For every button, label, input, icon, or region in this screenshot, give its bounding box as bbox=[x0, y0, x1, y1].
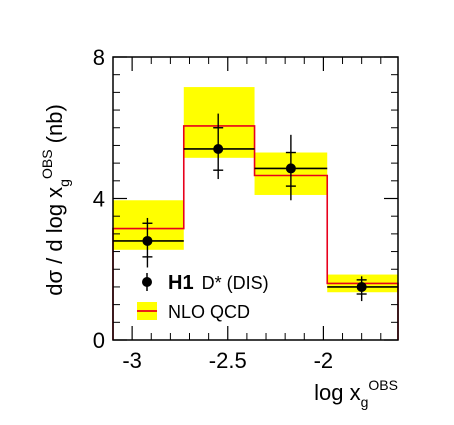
nlo-band-group bbox=[113, 87, 398, 293]
legend: H1 D* (DIS) NLO QCD bbox=[137, 272, 269, 322]
y-axis-label: dσ / d log xgOBS (nb) bbox=[39, 104, 72, 296]
x-axis-label: log xgOBS bbox=[314, 377, 398, 410]
x-tick-label-3: -2 bbox=[314, 348, 334, 373]
y-tick-label-3: 8 bbox=[93, 45, 105, 70]
h1-point-2 bbox=[213, 143, 224, 154]
y-tick-label-1: 0 bbox=[93, 328, 105, 353]
h1-point-4 bbox=[356, 281, 367, 292]
legend-h1-label: H1 D* (DIS) bbox=[168, 272, 269, 294]
legend-nlo-label: NLO QCD bbox=[168, 302, 250, 322]
h1-points-group bbox=[113, 113, 398, 302]
h1-point-3 bbox=[285, 163, 296, 174]
y-tick-label-2: 4 bbox=[93, 187, 105, 212]
h1-point-1 bbox=[142, 235, 153, 246]
plot-frame bbox=[112, 56, 399, 341]
x-tick-label-1: -3 bbox=[122, 348, 142, 373]
tick-labels: -3 -2.5 -2 0 4 8 bbox=[93, 45, 333, 373]
axis-ticks bbox=[112, 56, 398, 341]
x-tick-label-2: -2.5 bbox=[209, 348, 247, 373]
